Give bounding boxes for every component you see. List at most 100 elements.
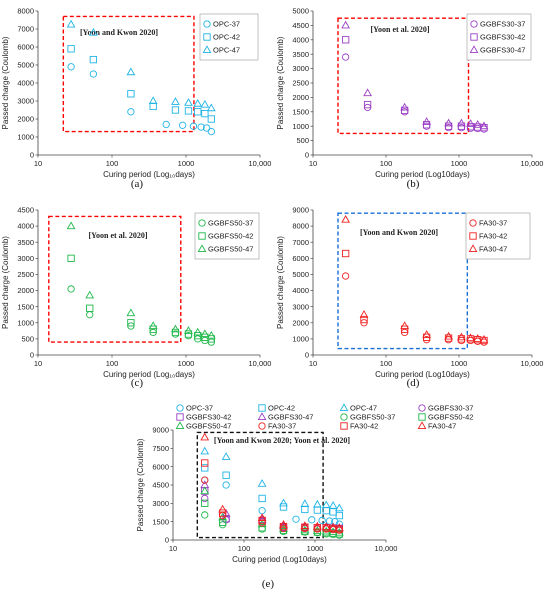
- x-tick-label: 10,000: [521, 159, 544, 168]
- data-point: [189, 122, 198, 130]
- data-point: [127, 319, 135, 327]
- data-point: [257, 513, 267, 522]
- annotation-label: [Yoon and Kwon 2020]: [360, 228, 438, 237]
- data-point: [341, 36, 350, 44]
- legend-marker: [470, 20, 478, 28]
- x-tick-label: 10,000: [249, 159, 272, 168]
- legend-entry: FA30-47: [479, 245, 507, 254]
- legend-marker: [339, 403, 349, 412]
- legend-entry: OPC-37: [186, 404, 213, 413]
- y-tick-label: 3000: [292, 64, 309, 73]
- data-point: [184, 107, 193, 115]
- panel-label: (e): [262, 578, 275, 590]
- data-point: [257, 479, 267, 487]
- data-point: [318, 516, 326, 525]
- x-tick-label: 10: [34, 359, 42, 368]
- legend-entry: GGBFS30-37: [428, 404, 473, 413]
- y-tick-label: 4500: [17, 206, 34, 215]
- legend-marker: [470, 33, 478, 41]
- y-tick-label: 1500: [152, 517, 169, 526]
- data-point: [473, 334, 483, 342]
- data-point: [300, 499, 310, 507]
- legend-entry: GGBFS30-47: [480, 46, 525, 55]
- y-tick-label: 3000: [17, 97, 34, 106]
- data-point: [221, 452, 231, 460]
- data-point: [207, 335, 215, 343]
- data-point: [400, 108, 409, 116]
- data-point: [322, 507, 330, 515]
- legend-marker: [340, 413, 348, 421]
- x-tick-label: 10: [309, 359, 317, 368]
- legend-marker: [469, 219, 477, 227]
- data-point: [126, 67, 136, 76]
- x-axis-label: Curing period (Log₁₀days): [103, 370, 195, 379]
- legend-marker: [198, 232, 206, 240]
- data-point: [479, 121, 489, 130]
- data-point: [444, 331, 453, 340]
- legend-marker: [175, 421, 185, 430]
- legend-marker: [202, 45, 212, 54]
- y-tick-label: 4500: [152, 481, 169, 490]
- x-tick-label: 10: [309, 159, 317, 168]
- legend-marker: [417, 421, 427, 430]
- data-point: [422, 330, 431, 338]
- data-point: [148, 96, 158, 105]
- data-point: [457, 118, 466, 127]
- y-tick-label: 6000: [17, 43, 34, 52]
- data-point: [360, 315, 368, 324]
- annotation-box: [48, 215, 182, 343]
- data-point: [206, 330, 216, 339]
- x-tick-label: 10: [169, 544, 177, 553]
- data-point: [341, 272, 350, 280]
- legend-marker: [203, 33, 211, 41]
- y-tick-label: 6000: [152, 462, 169, 471]
- y-tick-label: 3000: [292, 302, 309, 311]
- y-tick-label: 2000: [17, 286, 34, 295]
- data-point: [292, 515, 300, 523]
- legend-entry: FA30-42: [479, 232, 507, 241]
- data-point: [149, 325, 157, 333]
- data-point: [184, 330, 193, 338]
- x-tick-label: 10,000: [375, 544, 398, 553]
- data-point: [67, 63, 75, 71]
- data-point: [444, 118, 453, 127]
- y-tick-label: 5000: [292, 270, 309, 279]
- data-point: [201, 494, 209, 503]
- legend-marker: [468, 244, 478, 253]
- legend-marker: [340, 422, 348, 430]
- legend-marker: [176, 413, 184, 421]
- x-axis-label: Curing period (Log10days): [375, 370, 470, 379]
- data-point: [222, 481, 230, 489]
- data-point: [67, 45, 75, 53]
- legend-entry: GGBFS30-42: [186, 413, 231, 422]
- data-point: [194, 332, 202, 340]
- data-point: [89, 55, 98, 64]
- y-tick-label: 3500: [17, 238, 34, 247]
- legend-entry: GGBFS50-37: [208, 219, 253, 228]
- x-tick-label: 100: [106, 159, 119, 168]
- legend: FA30-37 FA30-42 FA30-47: [465, 212, 531, 260]
- y-axis-label: Passed charge (Coulomb): [136, 438, 145, 531]
- y-tick-label: 8000: [292, 222, 309, 231]
- data-point: [178, 121, 187, 129]
- legend: GGBFS30-37 GGBFS30-42 GGBFS30-47: [466, 13, 532, 61]
- y-tick-label: 0: [30, 151, 34, 160]
- data-point: [466, 335, 475, 343]
- data-point: [335, 511, 343, 520]
- data-point: [329, 508, 337, 516]
- data-point: [279, 498, 288, 507]
- data-point: [193, 327, 203, 336]
- data-point: [218, 512, 227, 521]
- annotation-box: [196, 431, 324, 539]
- legend-entry: GGBFS50-42: [428, 413, 473, 422]
- legend-entry: OPC-42: [268, 404, 295, 413]
- data-point: [457, 123, 466, 132]
- x-tick-label: 100: [380, 159, 393, 168]
- x-tick-label: 10,000: [521, 359, 544, 368]
- legend-entry: FA30-42: [350, 422, 378, 431]
- y-tick-label: 5000: [292, 7, 309, 16]
- legend-entry: GGBFS30-37: [480, 20, 525, 29]
- data-point: [66, 19, 76, 28]
- legend: GGBFS50-37 GGBFS50-42 GGBFS50-47: [194, 212, 260, 260]
